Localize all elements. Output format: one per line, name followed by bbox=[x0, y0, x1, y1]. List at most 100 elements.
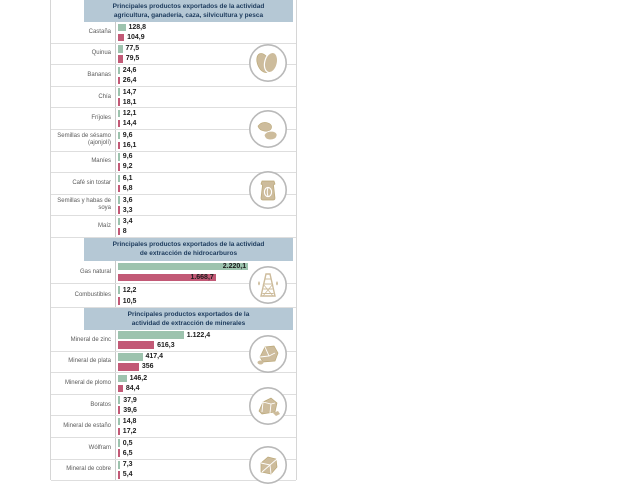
product-label: Castaña bbox=[88, 28, 111, 35]
product-label: Maníes bbox=[91, 158, 111, 165]
product-row: Wólfram 0,5 6,5 bbox=[51, 437, 296, 460]
bar-pink bbox=[118, 384, 123, 393]
bar-value: 1.122,4 bbox=[186, 331, 211, 339]
bar-pink: 1.668,7 bbox=[118, 273, 216, 282]
bar-green bbox=[118, 374, 127, 383]
bar-value: 12,1 bbox=[122, 110, 137, 118]
product-label: Wólfram bbox=[88, 444, 111, 451]
bar-pink bbox=[118, 55, 123, 63]
bar-green bbox=[118, 66, 120, 75]
section-header-line: Principales productos exportados de la bbox=[127, 310, 250, 318]
product-label: Gas natural bbox=[79, 268, 111, 275]
bar-value: 39,6 bbox=[123, 406, 137, 414]
product-label: Mineral de zinc bbox=[70, 336, 111, 343]
product-label: Maíz bbox=[97, 223, 111, 230]
bar-value: 12,2 bbox=[122, 286, 137, 294]
bar-green bbox=[118, 331, 184, 339]
bar-green bbox=[118, 23, 126, 32]
section-header-line: Principales productos exportados de la a… bbox=[112, 2, 265, 10]
bar-value: 17,2 bbox=[122, 428, 137, 436]
bar-value: 9,2 bbox=[122, 163, 133, 171]
section-header-line: de extracción de hidrocarburos bbox=[139, 250, 238, 258]
bar-pink bbox=[118, 206, 120, 214]
bar-value: 2.220,1 bbox=[222, 263, 247, 271]
product-label: Semillas de sésamo (ajonjolí) bbox=[57, 133, 111, 147]
bar-pink bbox=[118, 98, 120, 106]
bar-value: 16,1 bbox=[122, 141, 137, 149]
bar-green bbox=[118, 131, 120, 140]
bar-value: 18,1 bbox=[122, 98, 137, 106]
bar-green bbox=[118, 45, 123, 53]
bar-pink bbox=[118, 471, 120, 479]
product-row: Mineral de plata 417,4 356 bbox=[51, 351, 296, 374]
product-row: Semillas de sésamo (ajonjolí) 9,6 16,1 bbox=[51, 129, 296, 152]
product-label: Combustibles bbox=[74, 292, 111, 299]
bar-value: 14,4 bbox=[122, 120, 137, 128]
bar-value: 37,9 bbox=[123, 396, 137, 404]
bar-pink bbox=[118, 363, 139, 371]
section-header-line: actividad de extracción de minerales bbox=[131, 319, 246, 327]
bar-green bbox=[118, 439, 120, 447]
bar-value: 77,5 bbox=[125, 45, 140, 53]
section-header-line: agricultura, ganadería, caza, silvicultu… bbox=[113, 12, 264, 19]
bar-value: 6,5 bbox=[122, 449, 133, 457]
product-row: Maíz 3,4 8 bbox=[51, 216, 296, 238]
product-row: Mineral de zinc 1.122,4 616,3 bbox=[51, 329, 296, 352]
borate-rocks-icon bbox=[248, 386, 288, 426]
copper-blocks-icon bbox=[248, 445, 288, 485]
bar-value: 356 bbox=[141, 363, 154, 371]
product-label: Semillas y habas de soya bbox=[57, 198, 111, 212]
bar-value: 6,1 bbox=[122, 174, 133, 182]
bar-value: 417,4 bbox=[145, 353, 164, 361]
bar-pink bbox=[118, 76, 120, 85]
product-row: Quinua 77,5 79,5 bbox=[51, 43, 296, 66]
bar-value: 14,8 bbox=[122, 418, 137, 426]
product-row: Semillas y habas de soya 3,6 3,3 bbox=[51, 194, 296, 217]
bar-green bbox=[118, 88, 120, 96]
bar-pink bbox=[118, 227, 120, 236]
bar-value: 6,8 bbox=[122, 184, 133, 192]
almonds-icon bbox=[248, 43, 288, 83]
section-header-hydrocarbons: Principales productos exportados de la a… bbox=[84, 237, 293, 261]
bar-green bbox=[118, 396, 121, 404]
product-row: Fríjoles 12,1 14,4 bbox=[51, 108, 296, 130]
product-label: Café sin tostar bbox=[72, 180, 111, 186]
bar-green bbox=[118, 174, 120, 183]
coffee-bag-icon bbox=[248, 170, 288, 210]
bar-value: 26,4 bbox=[122, 76, 137, 84]
product-label: Chía bbox=[98, 93, 111, 100]
product-label: Mineral de cobre bbox=[66, 466, 111, 473]
bar-value: 3,4 bbox=[122, 218, 133, 226]
bar-value: 79,5 bbox=[125, 55, 140, 63]
bar-green bbox=[118, 153, 120, 161]
product-row: Bananas 24,6 26,4 bbox=[51, 65, 296, 87]
bar-pink bbox=[118, 406, 121, 414]
oil-derrick-icon bbox=[248, 265, 288, 305]
bar-value: 8 bbox=[122, 228, 127, 236]
bar-value: 5,4 bbox=[122, 471, 133, 479]
bar-value: 9,6 bbox=[122, 153, 133, 161]
bar-green bbox=[118, 217, 120, 226]
product-row: Gas natural 2.220,1 1.668,7 bbox=[51, 260, 296, 285]
bar-pink bbox=[118, 184, 120, 193]
bar-pink bbox=[118, 141, 120, 150]
product-row: Mineral de plomo 146,2 84,4 bbox=[51, 373, 296, 395]
bar-value: 616,3 bbox=[157, 341, 175, 349]
bar-green bbox=[118, 109, 120, 118]
bar-pink bbox=[118, 33, 125, 42]
bar-green bbox=[118, 353, 143, 361]
product-row: Café sin tostar 6,1 6,8 bbox=[51, 173, 296, 195]
bar-value: 24,6 bbox=[122, 66, 137, 74]
bar-value: 14,7 bbox=[122, 88, 137, 96]
bar-pink bbox=[118, 449, 120, 457]
bar-green bbox=[118, 461, 120, 469]
bar-value: 104,9 bbox=[127, 33, 145, 41]
section-header-agriculture: Principales productos exportados de la a… bbox=[84, 0, 293, 22]
product-label: Bananas bbox=[87, 72, 111, 79]
product-row: Boratos 37,9 39,6 bbox=[51, 394, 296, 417]
section-rows-hydrocarbons: Gas natural 2.220,1 1.668,7 Combustibles… bbox=[51, 260, 296, 308]
bar-value: 146,2 bbox=[129, 374, 148, 382]
product-label: Boratos bbox=[90, 401, 111, 408]
product-row: Mineral de estaño 14,8 17,2 bbox=[51, 416, 296, 438]
